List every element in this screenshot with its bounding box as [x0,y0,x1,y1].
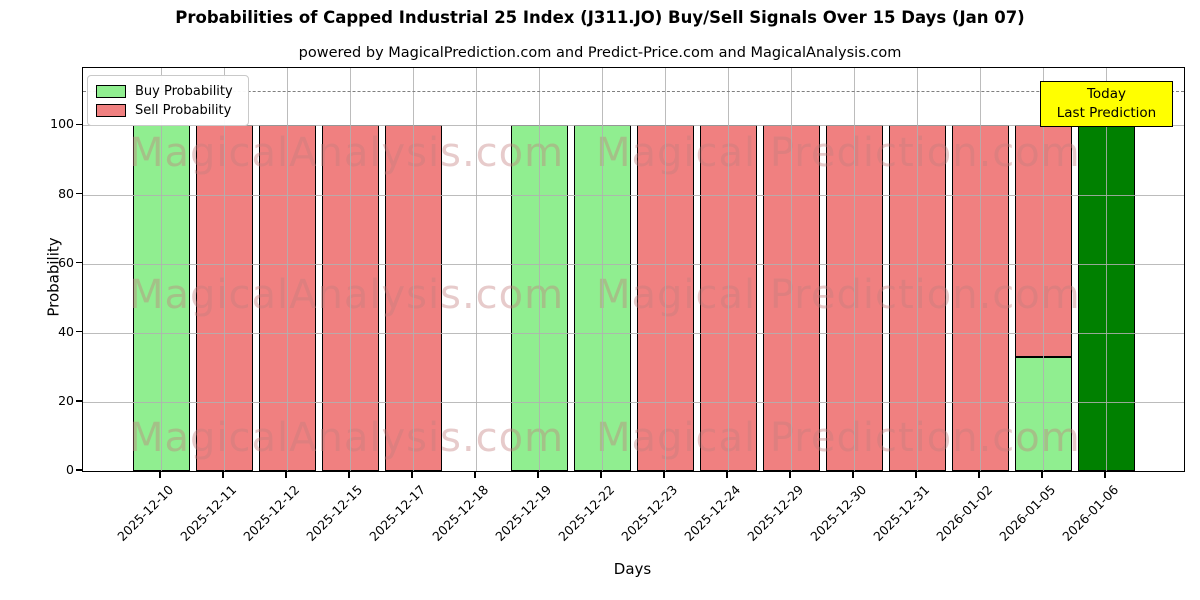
x-tick-label-2026-01-02: 2026-01-02 [933,482,996,544]
y-tick-mark [76,261,82,264]
x-tick-mark [348,471,350,478]
vgridline-2026-01-06 [1105,68,1107,471]
threshold-dashed-line [83,90,1184,92]
x-axis-label: Days [613,560,652,578]
vgridline-2025-12-18 [475,68,477,471]
legend-swatch-sell [96,104,126,117]
x-tick-mark [222,471,224,478]
watermark-text-right-3: Magical Prediction.com [596,415,1081,461]
chart-subtitle: powered by MagicalPrediction.com and Pre… [298,45,902,61]
vgridline-2025-12-19 [538,68,540,471]
vgridline-2025-12-30 [853,68,855,471]
vgridline-2025-12-12 [286,68,288,471]
x-tick-label-2025-12-11: 2025-12-11 [177,482,240,544]
watermark-text-left-2: MagicalAnalysis.com [129,272,565,318]
x-tick-mark [915,471,917,478]
vgridline-2025-12-23 [664,68,666,471]
x-tick-label-2025-12-24: 2025-12-24 [681,482,744,544]
plot-area: MagicalAnalysis.com Magical Prediction.co… [82,67,1185,472]
x-tick-label-2026-01-05: 2026-01-05 [996,482,1059,544]
vgridline-2025-12-22 [601,68,603,471]
y-tick-mark [76,192,82,195]
x-tick-mark [1041,471,1043,478]
x-tick-label-2025-12-17: 2025-12-17 [366,482,429,544]
legend: Buy Probability Sell Probability [87,75,249,126]
legend-label-buy: Buy Probability [135,84,233,99]
vgridline-2025-12-11 [223,68,225,471]
watermark-text-right-1: Magical Prediction.com [596,130,1081,176]
today-annotation-line1: Today [1086,86,1127,102]
x-tick-label-2025-12-18: 2025-12-18 [429,482,492,544]
today-annotation: Today Last Prediction [1040,81,1173,127]
x-tick-label-2025-12-10: 2025-12-10 [114,482,177,544]
vgridline-2026-01-05 [1042,68,1044,471]
vgridline-2025-12-29 [790,68,792,471]
watermark-text-right-2: Magical Prediction.com [596,272,1081,318]
watermark-text-left-3: MagicalAnalysis.com [129,415,565,461]
today-annotation-line2: Last Prediction [1056,105,1157,121]
x-tick-mark [852,471,854,478]
x-tick-label-2026-01-06: 2026-01-06 [1059,482,1122,544]
hgridline-60 [83,263,1184,265]
y-tick-mark [76,123,82,126]
y-axis-label: Probability [44,237,63,317]
legend-item-sell: Sell Probability [96,101,240,120]
x-tick-label-2025-12-15: 2025-12-15 [303,482,366,544]
y-tick-label-80: 80 [58,185,74,201]
y-tick-mark [76,331,82,333]
vgridline-2025-12-31 [916,68,918,471]
x-tick-mark [726,471,728,478]
y-tick-mark [76,400,82,402]
vgridline-2025-12-15 [349,68,351,471]
x-tick-mark [978,471,980,478]
legend-label-sell: Sell Probability [135,103,232,118]
x-tick-mark [537,471,539,478]
y-tick-label-20: 20 [58,392,74,408]
x-tick-label-2025-12-12: 2025-12-12 [240,482,303,544]
y-tick-label-100: 100 [50,116,74,132]
x-tick-mark [411,471,413,478]
hgridline-100 [83,125,1184,127]
x-tick-label-2025-12-29: 2025-12-29 [744,482,807,544]
x-tick-label-2025-12-23: 2025-12-23 [618,482,681,544]
y-tick-label-60: 60 [58,254,74,270]
legend-swatch-buy [96,85,126,98]
x-tick-label-2025-12-31: 2025-12-31 [870,482,933,544]
hgridline-80 [83,194,1184,196]
x-tick-label-2025-12-30: 2025-12-30 [807,482,870,544]
x-tick-mark [789,471,791,478]
vgridline-2025-12-24 [727,68,729,471]
hgridline-40 [83,332,1184,334]
chart-title: Probabilities of Capped Industrial 25 In… [175,8,1025,27]
x-tick-mark [600,471,602,478]
y-tick-label-40: 40 [58,323,74,339]
y-tick-mark [76,469,82,471]
x-tick-mark [285,471,287,478]
vgridline-2026-01-02 [979,68,981,471]
x-tick-label-2025-12-22: 2025-12-22 [555,482,618,544]
watermark-text-left-1: MagicalAnalysis.com [129,130,565,176]
x-tick-mark [474,471,476,478]
x-tick-mark [159,471,161,478]
x-tick-mark [1104,471,1106,478]
x-tick-label-2025-12-19: 2025-12-19 [492,482,555,544]
legend-item-buy: Buy Probability [96,82,240,101]
x-tick-mark [663,471,665,478]
vgridline-2025-12-17 [412,68,414,471]
y-tick-label-0: 0 [66,462,74,477]
hgridline-20 [83,401,1184,403]
vgridline-2025-12-10 [160,68,162,471]
